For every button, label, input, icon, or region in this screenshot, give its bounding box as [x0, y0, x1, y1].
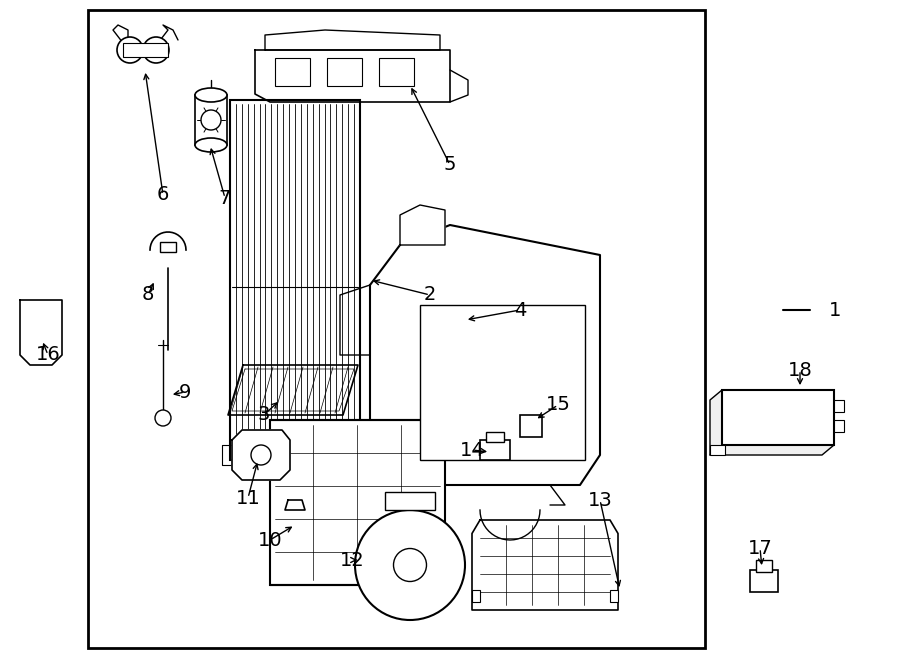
Text: 8: 8 [142, 286, 154, 305]
Polygon shape [255, 50, 450, 102]
Text: 2: 2 [424, 286, 436, 305]
Text: 13: 13 [588, 490, 612, 510]
Text: 5: 5 [444, 155, 456, 175]
Bar [327, 58, 362, 86]
Polygon shape [710, 390, 722, 455]
Circle shape [143, 37, 169, 63]
Ellipse shape [195, 138, 227, 152]
Bar [420, 305, 585, 460]
Bar [834, 420, 844, 432]
Circle shape [251, 445, 271, 465]
Circle shape [201, 110, 221, 130]
Bar [710, 445, 725, 455]
Bar [610, 590, 618, 602]
Ellipse shape [195, 88, 227, 102]
Bar [123, 43, 168, 57]
Bar [834, 400, 844, 412]
Text: 10: 10 [257, 531, 283, 549]
Bar [756, 560, 772, 572]
Polygon shape [710, 445, 834, 455]
Bar [722, 390, 834, 445]
Circle shape [150, 44, 162, 56]
Bar [480, 440, 510, 460]
Bar [486, 432, 504, 442]
Text: 4: 4 [514, 301, 526, 319]
Circle shape [124, 44, 136, 56]
Bar [379, 58, 414, 86]
Polygon shape [400, 205, 445, 245]
Circle shape [355, 510, 465, 620]
Text: 16: 16 [36, 346, 60, 364]
Polygon shape [232, 430, 290, 480]
Text: 1: 1 [829, 301, 842, 319]
Text: 7: 7 [219, 188, 231, 208]
Bar [270, 420, 445, 585]
Bar [160, 242, 176, 252]
Text: 11: 11 [236, 488, 260, 508]
Bar [230, 100, 360, 460]
Polygon shape [20, 300, 62, 365]
Bar [195, 95, 227, 145]
Text: 9: 9 [179, 383, 191, 401]
Bar [88, 10, 705, 648]
Text: 18: 18 [788, 360, 813, 379]
Text: 6: 6 [157, 186, 169, 204]
Text: 14: 14 [460, 440, 484, 459]
Text: 17: 17 [748, 539, 772, 557]
Text: 15: 15 [545, 395, 571, 414]
Bar [520, 415, 542, 437]
Bar [275, 58, 310, 86]
Circle shape [393, 549, 427, 582]
Polygon shape [228, 365, 358, 415]
Polygon shape [472, 520, 618, 610]
Circle shape [155, 410, 171, 426]
Circle shape [117, 37, 143, 63]
Bar [750, 570, 778, 592]
Polygon shape [370, 225, 600, 485]
Text: 3: 3 [257, 405, 270, 424]
Text: 12: 12 [339, 551, 365, 570]
Bar [385, 492, 435, 510]
Polygon shape [285, 500, 305, 510]
Bar [472, 590, 480, 602]
